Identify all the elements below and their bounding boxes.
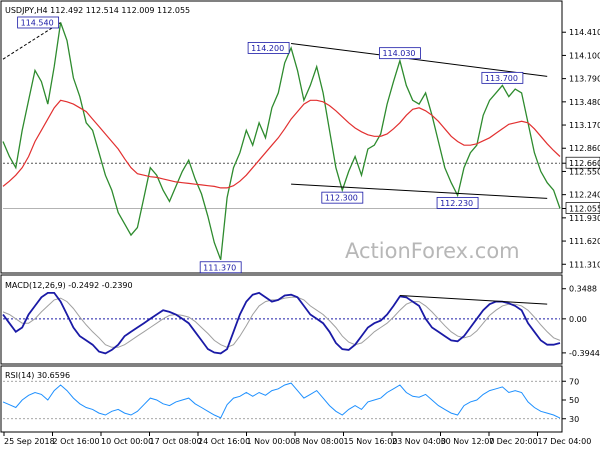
price-annotation-box xyxy=(247,42,290,54)
signal-series-line xyxy=(2,296,561,348)
axis-labels: 114.410 114.100 113.790 113.480 113.170 112.8… xyxy=(3,28,600,446)
price-annotation-label: 114.030 xyxy=(382,49,415,58)
price-axis-label: 114.100 xyxy=(569,51,600,60)
price-axis-label: 111.930 xyxy=(569,214,600,223)
x-axis-label: 7 Dec 20:00 xyxy=(489,437,538,446)
price-annotation-label: 112.300 xyxy=(325,194,358,203)
macd-axis-label: 0.00 xyxy=(569,315,587,324)
price-axis-label: 113.170 xyxy=(569,121,600,130)
price-axis-label: 112.240 xyxy=(569,191,600,200)
rsi-series-line xyxy=(2,382,561,419)
price-axis-label: 112.550 xyxy=(569,167,600,176)
price-annotation-box xyxy=(379,47,421,60)
price-axis-label: 112.860 xyxy=(569,144,600,153)
trendline-0 xyxy=(2,22,61,60)
price-panel-frame xyxy=(0,0,563,274)
rsi-axis-label: 30 xyxy=(569,415,579,424)
macd-trendline xyxy=(399,295,548,305)
trendline-1 xyxy=(291,42,548,77)
x-axis-label: 23 Nov 04:00 xyxy=(392,437,446,446)
macd-axis-label: -0.3944 xyxy=(569,349,600,358)
price-series-line xyxy=(2,22,561,261)
macd-plot-area xyxy=(2,291,561,355)
price-annotation-box xyxy=(199,261,242,274)
price-axis-label: 113.480 xyxy=(569,98,600,107)
x-axis-label: 1 Nov 00:00 xyxy=(247,437,296,446)
macd-panel-header: MACD(12,26,9) -0.2492 -0.2390 xyxy=(5,281,133,290)
x-axis-label: 30 Nov 12:00 xyxy=(441,437,495,446)
x-axis-label: 15 Nov 16:00 xyxy=(344,437,398,446)
price-annotation-box xyxy=(481,71,524,84)
price-annotation-label: 113.700 xyxy=(485,74,518,83)
x-axis-label: 10 Oct 00:00 xyxy=(101,437,153,446)
price-annotation-label: 112.230 xyxy=(440,199,473,208)
rsi-axis-label: 70 xyxy=(569,377,579,386)
rsi-panel-header: RSI(14) 30.6596 xyxy=(5,371,70,380)
last-price-label: 112.055 xyxy=(569,204,600,213)
trendline-2 xyxy=(291,183,548,199)
rsi-panel-frame xyxy=(0,365,563,433)
rsi-axis-label: 50 xyxy=(569,396,579,405)
price-annotation-label: 114.200 xyxy=(251,44,284,53)
watermark: ActionForex.com xyxy=(345,239,520,263)
macd-series-line xyxy=(2,291,561,355)
price-axis-label: 113.790 xyxy=(569,75,600,84)
price-plot-area: 114.540 111.370 114.200 112.300 114.030 112.2… xyxy=(2,16,561,274)
price-annotation-label: 114.540 xyxy=(21,18,54,27)
price-panel-header: USDJPY,H4 112.492 112.514 112.009 112.05… xyxy=(5,6,190,15)
price-axis-label: 111.310 xyxy=(569,260,600,269)
price-annotation-box xyxy=(436,196,479,209)
price-annotation-box xyxy=(17,16,60,29)
macd-axis-label: 0.3488 xyxy=(569,285,597,294)
x-axis-label: 24 Oct 16:00 xyxy=(198,437,250,446)
ema-series-line xyxy=(2,99,561,189)
x-axis-label: 8 Nov 08:00 xyxy=(295,437,344,446)
x-axis-label: 17 Dec 04:00 xyxy=(538,437,592,446)
price-annotation-label: 111.370 xyxy=(203,263,236,272)
price-annotation-box xyxy=(321,191,364,204)
price-axis-label: 114.410 xyxy=(569,28,600,37)
rsi-plot-area xyxy=(2,380,561,420)
x-axis-label: 17 Oct 08:00 xyxy=(150,437,202,446)
dashed-level-label: 112.660 xyxy=(569,159,600,168)
price-axis-label: 111.620 xyxy=(569,237,600,246)
macd-panel-frame xyxy=(0,274,563,365)
x-axis-label: 25 Sep 2018 xyxy=(4,437,55,446)
x-axis-label: 2 Oct 16:00 xyxy=(53,437,100,446)
